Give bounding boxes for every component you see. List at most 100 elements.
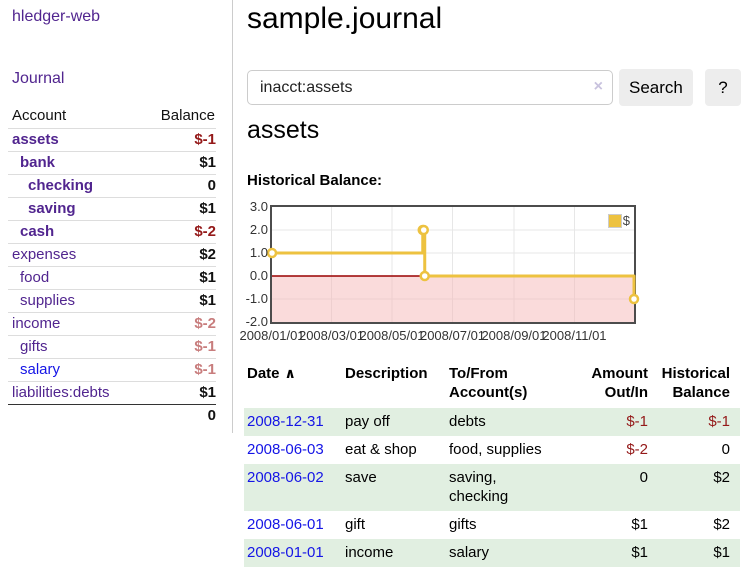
sidebar-account-balance: $2 xyxy=(142,243,216,267)
transaction-balance: $-1 xyxy=(648,408,740,436)
transaction-date-link[interactable]: 2008-12-31 xyxy=(247,413,324,430)
transaction-balance: $2 xyxy=(713,516,730,533)
sidebar-account-link[interactable]: food xyxy=(20,269,50,286)
sidebar-account-link[interactable]: cash xyxy=(20,223,55,240)
transaction-amount: $-1 xyxy=(547,408,648,436)
sidebar-account-balance: $1 xyxy=(142,197,216,221)
page-title: sample.journal xyxy=(247,2,443,35)
sidebar-account-link[interactable]: checking xyxy=(28,177,94,194)
transaction-amount: $-2 xyxy=(626,441,648,458)
transaction-date-link[interactable]: 2008-06-03 xyxy=(247,441,324,458)
balance-line-chart xyxy=(266,207,640,322)
transaction-balance: $2 xyxy=(648,464,740,511)
search-input[interactable] xyxy=(247,70,613,105)
transaction-date-link[interactable]: 2008-06-02 xyxy=(247,469,324,486)
transaction-amount: 0 xyxy=(547,464,648,511)
sidebar-account-link[interactable]: supplies xyxy=(20,292,76,309)
clear-search-icon[interactable]: × xyxy=(593,78,603,95)
y-axis-tick-label: 2.0 xyxy=(249,222,268,237)
main-content: sample.journal × Search ? assets Histori… xyxy=(239,0,742,582)
transaction-description: pay off xyxy=(345,408,449,436)
accounts-header-account: Account xyxy=(12,107,67,124)
sidebar-account-balance: 0 xyxy=(142,174,216,198)
register-row: 2008-12-31 pay off debts $-1 $-1 xyxy=(244,408,740,436)
account-row: checking 0 xyxy=(8,174,216,198)
accounts-total-balance: 0 xyxy=(142,404,216,427)
sidebar-account-balance: $-1 xyxy=(142,128,216,152)
transaction-date-link[interactable]: 2008-01-01 xyxy=(247,544,324,561)
transaction-accounts: salary xyxy=(449,539,547,567)
sidebar-account-balance: $1 xyxy=(142,151,216,175)
transaction-balance: 0 xyxy=(721,441,730,458)
sort-ascending-icon: ∧ xyxy=(284,365,296,381)
sidebar-account-link[interactable]: saving xyxy=(28,200,76,217)
x-axis-tick-label: 2008/03/01 xyxy=(298,328,365,343)
transaction-date-link[interactable]: 2008-06-01 xyxy=(247,516,324,533)
transaction-accounts: gifts xyxy=(449,516,477,533)
transaction-amount: $1 xyxy=(547,539,648,567)
x-axis-tick-label: 2008/05/01 xyxy=(359,328,425,343)
sidebar-divider xyxy=(232,0,233,433)
y-axis-tick-label: 1.0 xyxy=(249,245,268,260)
x-axis-tick-label: 2008/01/01 xyxy=(239,328,305,343)
transaction-description: eat & shop xyxy=(345,441,417,458)
series-label: $ xyxy=(622,213,630,228)
chart-legend: $ xyxy=(607,213,630,228)
sidebar-account-link[interactable]: assets xyxy=(12,131,59,148)
transaction-accounts: debts xyxy=(449,408,547,436)
account-row: income $-2 xyxy=(8,312,216,336)
sidebar-account-balance: $-1 xyxy=(142,358,216,382)
register-table: Date ∧ Description To/From Account(s) Amount… xyxy=(244,361,740,567)
sidebar-account-link[interactable]: gifts xyxy=(20,338,48,355)
accounts-header-row: Account Balance xyxy=(8,104,216,129)
historical-balance-chart: $ 3.0 2.0 1.0 0.0 -1.0 -2.0 2008/01/01 2008/03/… xyxy=(239,200,667,345)
chart-title: Historical Balance: xyxy=(247,172,383,189)
register-col-header-historical-balance: Historical Balance xyxy=(661,365,730,401)
sidebar-item-journal[interactable]: Journal xyxy=(12,70,65,87)
accounts-total-row: 0 xyxy=(8,404,216,427)
x-axis-tick-label: 2008/09/01 xyxy=(481,328,547,343)
y-axis-tick-label: -1.0 xyxy=(245,291,268,306)
y-axis-tick-label: -2.0 xyxy=(245,314,268,329)
register-table-body: 2008-12-31 pay off debts $-1 $-1 2008-06-03 ea… xyxy=(244,408,740,567)
transaction-balance: $1 xyxy=(648,539,740,567)
y-axis-tick-label: 3.0 xyxy=(249,199,268,214)
app-brand-link[interactable]: hledger-web xyxy=(12,8,101,25)
sidebar-account-balance: $-2 xyxy=(142,312,216,336)
sidebar-account-link[interactable]: income xyxy=(12,315,61,332)
y-axis-tick-label: 0.0 xyxy=(249,268,268,283)
accounts-table: Account Balance assets $-1 bank $1 checking 0… xyxy=(8,104,216,427)
register-col-header-amount-out-in: Amount Out/In xyxy=(591,365,648,401)
account-row: food $1 xyxy=(8,266,216,290)
accounts-header-balance: Balance xyxy=(160,107,215,124)
account-row: expenses $2 xyxy=(8,243,216,267)
help-button[interactable]: ? xyxy=(705,69,741,106)
sidebar-account-link[interactable]: bank xyxy=(20,154,56,171)
register-row: 2008-06-02 save saving, checking 0 $2 xyxy=(244,464,740,511)
sidebar-account-balance: $1 xyxy=(142,289,216,313)
account-row: bank $1 xyxy=(8,151,216,175)
sidebar-account-link[interactable]: liabilities:debts xyxy=(12,384,110,401)
chart-plot-area: $ xyxy=(266,205,640,324)
register-row: 2008-01-01 income salary $1 $1 xyxy=(244,539,740,567)
sidebar-account-balance: $-2 xyxy=(142,220,216,244)
search-button[interactable]: Search xyxy=(619,69,693,106)
transaction-description: income xyxy=(345,539,449,567)
register-col-header-description: Description xyxy=(345,365,428,382)
account-heading: assets xyxy=(247,116,320,144)
transaction-description: save xyxy=(345,464,449,511)
account-row: liabilities:debts $1 xyxy=(8,381,216,405)
transaction-amount: $1 xyxy=(631,516,648,533)
sidebar-account-link[interactable]: salary xyxy=(20,361,61,378)
account-row: cash $-2 xyxy=(8,220,216,244)
account-row: assets $-1 xyxy=(8,128,216,152)
register-row: 2008-06-01 gift gifts $1 $2 xyxy=(244,511,740,539)
x-axis-tick-label: 2008/07/01 xyxy=(419,328,486,343)
sidebar-account-link[interactable]: expenses xyxy=(12,246,77,263)
register-row: 2008-06-03 eat & shop food, supplies $-2 0 xyxy=(244,436,740,464)
register-header-row: Date ∧ Description To/From Account(s) Amount… xyxy=(244,361,740,408)
search-bar: × Search ? xyxy=(247,69,742,106)
accounts-table-body: assets $-1 bank $1 checking 0 saving $1 cash $-2 e… xyxy=(8,128,216,405)
account-row: salary $-1 xyxy=(8,358,216,382)
register-col-header-date[interactable]: Date ∧ xyxy=(247,365,296,382)
